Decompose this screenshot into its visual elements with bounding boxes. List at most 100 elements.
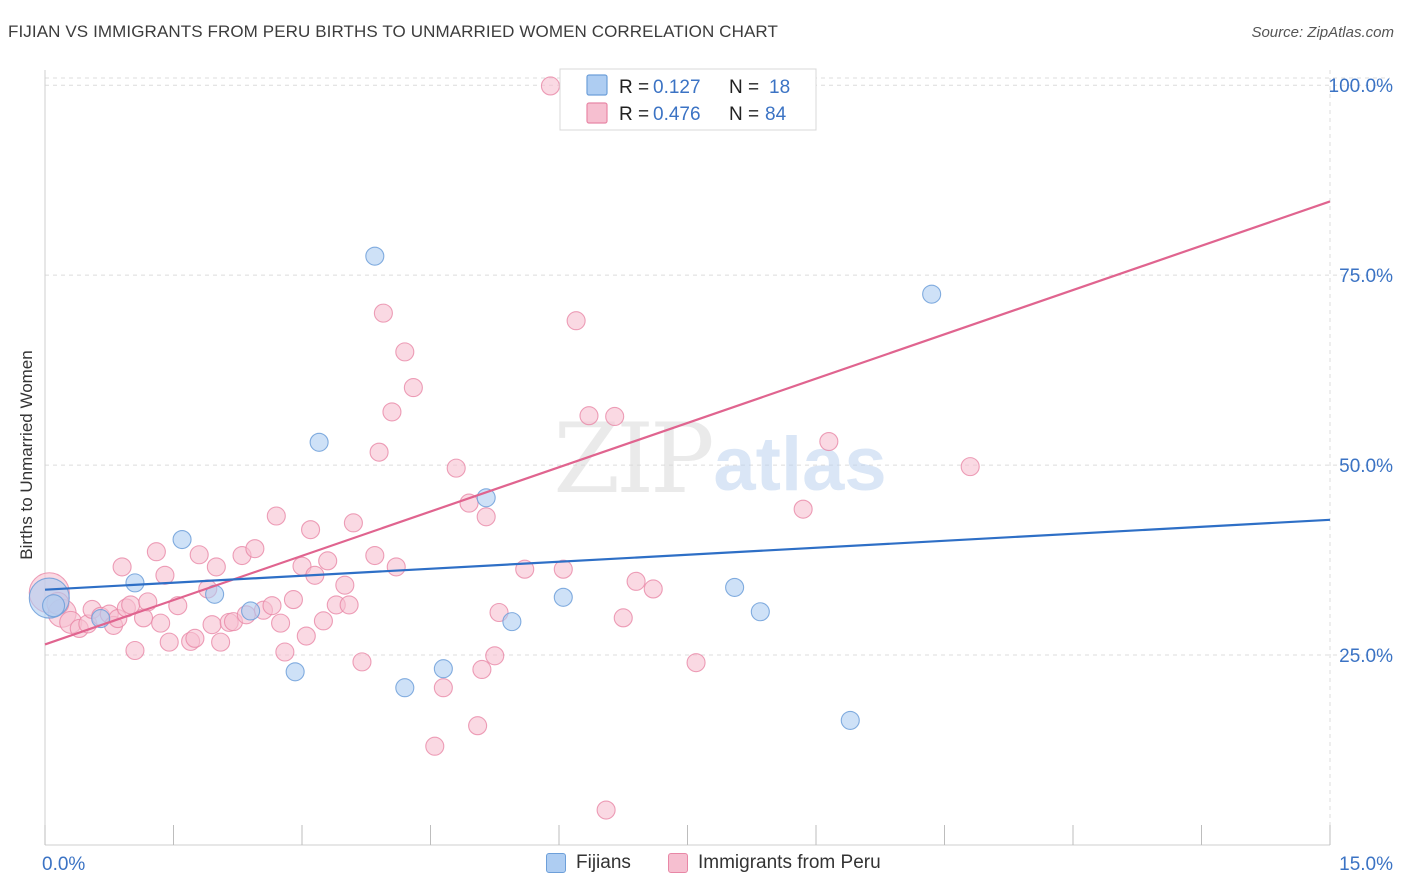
stats-r-value-fijians: 0.127 (653, 77, 701, 98)
legend-item-peru[interactable]: Immigrants from Peru (668, 852, 881, 874)
peru-point (365, 545, 385, 566)
peru-point (643, 579, 663, 599)
watermark-atlas: atlas (713, 422, 886, 507)
fijian-point (285, 662, 305, 682)
fijian-point (365, 246, 385, 266)
x-tick-label-end: 15.0% (1339, 854, 1393, 875)
peru-point (211, 632, 231, 652)
peru-point (566, 311, 586, 331)
peru-point (373, 303, 393, 323)
stats-box: R = 0.127 N = 18 R = 0.476 N = 84 (559, 68, 817, 131)
peru-point (318, 551, 338, 571)
y-tick-label-25: 25.0% (1339, 646, 1393, 667)
peru-point (468, 716, 488, 736)
stats-swatch-peru (586, 102, 608, 124)
stats-n-value-peru: 84 (765, 104, 787, 125)
y-axis-label: Births to Unmarried Women (17, 350, 36, 559)
fijian-point (433, 659, 453, 679)
stats-swatch-fijians (586, 74, 608, 96)
peru-point (343, 513, 363, 533)
axes (44, 70, 1331, 846)
fijian-point (725, 577, 745, 597)
peru-point (540, 76, 560, 96)
chart-title: FIJIAN VS IMMIGRANTS FROM PERU BIRTHS TO… (8, 22, 778, 41)
peru-point (313, 611, 333, 631)
grid-lines (45, 70, 1390, 845)
peru-point (283, 590, 303, 610)
peru-point (189, 545, 209, 565)
peru-point (202, 615, 222, 635)
chart-source: Source: ZipAtlas.com (1251, 24, 1394, 41)
peru-point (579, 406, 599, 426)
peru-point (386, 557, 406, 577)
peru-point (485, 646, 505, 666)
peru-point (476, 507, 496, 527)
y-tick-label-50: 50.0% (1339, 456, 1393, 477)
fijian-point (553, 587, 573, 607)
peru-point (793, 499, 813, 519)
peru-point (686, 653, 706, 673)
fijian-point (125, 573, 145, 593)
peru-point (185, 628, 205, 648)
tick-labels: 25.0% 50.0% 75.0% 100.0% 0.0% 15.0% (42, 76, 1393, 875)
peru-point (146, 542, 166, 562)
peru-point (446, 458, 466, 478)
fijian-point (395, 678, 415, 698)
y-tick-label-75: 75.0% (1339, 266, 1393, 287)
watermark-zip: ZIP (553, 403, 712, 515)
peru-point (271, 613, 291, 633)
peru-point (112, 557, 132, 577)
peru-point (151, 613, 171, 633)
peru-point (382, 402, 402, 422)
fijian-point (922, 284, 942, 304)
peru-point (301, 520, 321, 540)
peru-point (262, 596, 282, 616)
peru-point (596, 800, 616, 820)
fijian-point (172, 530, 192, 550)
fijian-point (241, 601, 261, 621)
peru-point (605, 406, 625, 427)
watermark: ZIP atlas (553, 403, 886, 515)
peru-point (395, 342, 415, 362)
peru-point (296, 626, 316, 646)
peru-point (960, 457, 980, 477)
peru-trend-line (44, 200, 1331, 646)
peru-point (155, 565, 175, 585)
fijian-point (840, 710, 860, 730)
stats-r-value-peru: 0.476 (653, 104, 701, 125)
peru-point (553, 559, 573, 579)
stats-n-label-peru: N = (729, 104, 759, 125)
fijian-point (309, 432, 329, 452)
peru-point (459, 493, 479, 513)
y-tick-label-100: 100.0% (1329, 76, 1394, 97)
peru-point (472, 659, 492, 680)
peru-point (206, 557, 226, 577)
peru-point (403, 378, 423, 398)
peru-point (159, 632, 179, 652)
peru-point (335, 575, 355, 595)
peru-point (433, 678, 453, 698)
peru-point (819, 431, 839, 452)
legend-label-fijians: Fijians (576, 852, 631, 873)
legend-label-peru: Immigrants from Peru (698, 852, 881, 873)
stats-r-label-fijians: R = (619, 77, 649, 98)
peru-point (266, 506, 286, 526)
trend-lines (44, 200, 1331, 646)
peru-point (245, 539, 265, 559)
stats-r-label-peru: R = (619, 104, 649, 125)
legend-swatch-peru (668, 853, 688, 873)
peru-point (369, 442, 389, 462)
peru-point (613, 608, 633, 628)
stats-n-label-fijians: N = (729, 77, 759, 98)
peru-point (125, 640, 145, 661)
peru-point (275, 642, 295, 662)
legend-swatch-fijians (546, 853, 566, 873)
legend-item-fijians[interactable]: Fijians (546, 852, 631, 874)
fijian-point (750, 602, 770, 622)
peru-point (626, 571, 646, 591)
fijian-trend-line (44, 518, 1331, 591)
fijian-point (42, 594, 66, 618)
x-tick-label-start: 0.0% (42, 854, 85, 875)
fijian-point (502, 612, 522, 632)
